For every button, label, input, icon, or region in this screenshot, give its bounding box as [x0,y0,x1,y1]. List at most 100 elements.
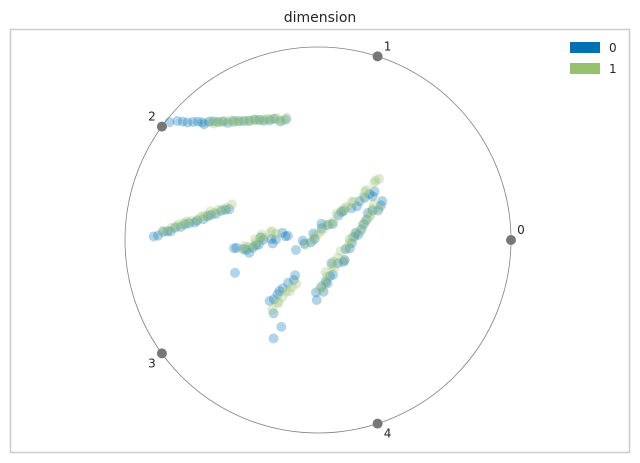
data-point [267,304,278,315]
data-point [340,244,351,255]
data-point [283,277,294,288]
data-point [325,218,336,229]
data-point [212,117,223,128]
data-point [338,256,349,267]
data-point [300,239,311,250]
data-point [254,114,265,125]
data-point [349,232,360,242]
anchor-point [372,418,383,429]
data-point [348,196,359,207]
data-point [221,202,232,213]
data-point [352,201,362,212]
data-point [350,228,361,239]
anchor-label: 2 [148,110,156,124]
data-point [354,196,365,207]
data-point [327,269,338,280]
data-point [226,199,237,210]
data-point [344,234,355,245]
data-point [272,298,283,308]
data-point [342,201,353,212]
data-point [351,227,361,238]
data-point [184,218,194,229]
data-point [170,222,181,233]
data-point [278,115,289,126]
data-point [374,203,385,213]
data-point [331,208,342,219]
data-point [238,115,249,126]
data-point [216,205,227,216]
data-point [355,227,366,237]
data-point [339,202,350,213]
data-point [347,196,357,207]
data-point [229,243,240,254]
data-point [316,218,327,229]
data-point [158,226,169,237]
data-point [299,238,310,249]
data-point [258,233,269,243]
data-point [281,112,292,123]
data-point [192,116,203,127]
data-point [265,227,276,238]
data-point [171,221,182,232]
data-point [205,116,216,127]
data-point [322,220,333,230]
data-point [309,233,320,244]
data-point [341,242,352,253]
data-point [251,115,262,126]
data-point [165,226,176,237]
data-point [367,205,378,216]
legend-swatch [570,63,600,74]
series-1-points [157,112,385,315]
data-point [175,222,186,232]
data-point [242,116,252,126]
data-point [369,177,380,188]
data-point [339,255,350,265]
data-point [163,225,174,236]
data-point [361,214,372,225]
data-point [336,206,347,217]
data-point [335,246,346,257]
data-point [271,228,282,239]
data-point [268,294,279,305]
data-point [274,115,285,126]
data-point [192,215,203,226]
legend[interactable]: 01 [570,41,617,76]
data-point [204,116,215,127]
data-point [288,275,299,285]
data-point [234,116,244,127]
data-point [290,245,301,255]
data-point [239,241,250,252]
data-point [244,247,255,258]
data-point [192,214,203,225]
data-point [255,115,266,126]
data-point [364,189,375,200]
anchor-label: 4 [384,427,392,441]
data-point [314,284,325,295]
data-point [272,289,283,300]
data-point [224,115,235,126]
data-point [245,115,256,126]
data-point [284,286,295,297]
data-point [220,204,231,215]
data-point [357,219,368,230]
data-point [268,308,279,319]
data-point [238,243,249,254]
data-point [320,276,331,287]
data-point [280,231,291,242]
data-point [328,256,339,267]
data-point [325,271,335,281]
data-point [178,218,189,229]
anchors-layer: 0 1 2 3 4 [148,39,525,440]
data-point [277,291,288,302]
data-point [317,225,328,236]
chart-title: dimension [284,10,357,26]
data-point [290,270,301,281]
data-point [318,282,329,293]
data-point [237,116,248,127]
data-point [377,196,388,207]
data-point [222,117,233,128]
data-point [316,281,327,292]
data-point [308,228,319,239]
data-point [273,297,284,308]
